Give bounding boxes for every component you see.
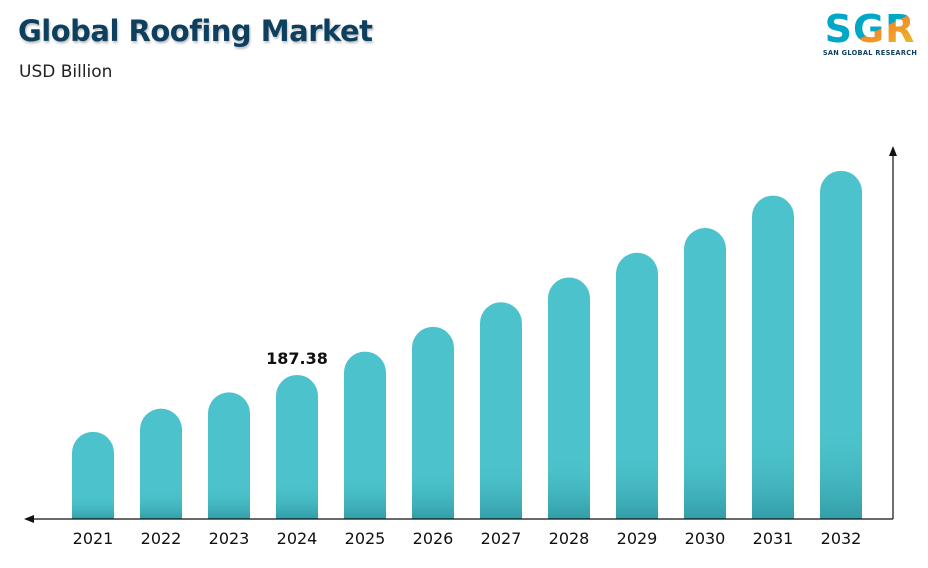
chart-title: Global Roofing Market (18, 14, 373, 48)
x-tick-label-2023: 2023 (209, 529, 250, 548)
x-tick-label-2032: 2032 (821, 529, 862, 548)
x-tick-label-2021: 2021 (73, 529, 114, 548)
x-tick-label-2026: 2026 (413, 529, 454, 548)
x-tick-label-2028: 2028 (549, 529, 590, 548)
x-tick-label-2031: 2031 (753, 529, 794, 548)
y-axis-arrow (889, 146, 897, 156)
bar-shade-2030 (684, 228, 726, 519)
x-tick-label-2025: 2025 (345, 529, 386, 548)
bar-shade-2025 (344, 351, 386, 519)
bar-shade-2023 (208, 392, 250, 519)
chart-subtitle: USD Billion (19, 62, 113, 82)
x-tick-label-2027: 2027 (481, 529, 522, 548)
bar-shade-2032 (820, 170, 862, 520)
bar-shade-2027 (480, 302, 522, 519)
bar-shade-2028 (548, 277, 590, 519)
bar-shade-2024 (276, 374, 318, 519)
bar-shade-2021 (72, 431, 114, 519)
sgr-logo: SGR SAN GLOBAL RESEARCH (823, 7, 917, 57)
logo-tagline: SAN GLOBAL RESEARCH (823, 49, 917, 57)
bars-group (72, 170, 862, 520)
data-label-2024: 187.38 (266, 349, 328, 368)
x-tick-label-2022: 2022 (141, 529, 182, 548)
logo-mark: SGR (825, 7, 916, 51)
x-tick-label-2030: 2030 (685, 529, 726, 548)
bar-shade-2031 (752, 195, 794, 520)
x-tick-label-2024: 2024 (277, 529, 318, 548)
x-tick-label-2029: 2029 (617, 529, 658, 548)
x-axis-arrow (24, 515, 34, 523)
bar-shade-2022 (140, 408, 182, 519)
bar-shade-2029 (616, 252, 658, 519)
bar-shade-2026 (412, 326, 454, 519)
labels-group: 2021 2022 2023 2024 2025 2026 2027 2028 2029 2030… (73, 349, 862, 548)
